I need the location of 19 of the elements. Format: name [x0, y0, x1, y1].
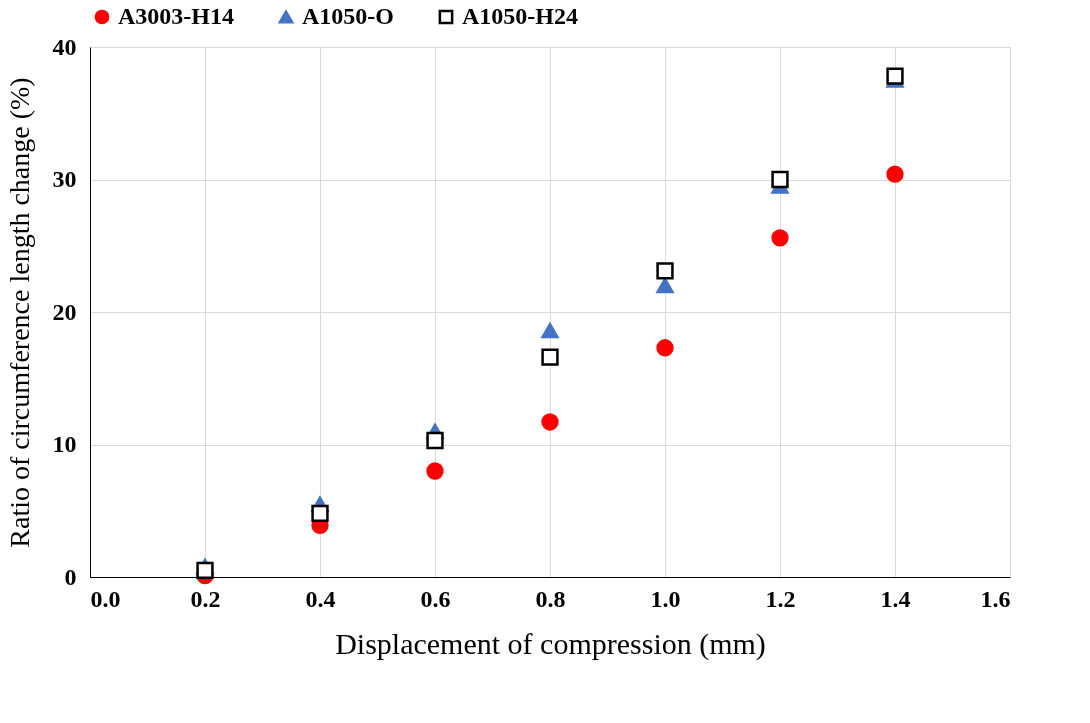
x-tick-label: 0.6: [420, 585, 451, 612]
x-tick-label: 1.4: [880, 585, 911, 612]
x-tick-label: 1.2: [765, 585, 796, 612]
y-tick-label: 0: [64, 563, 77, 590]
x-tick-label: 0.0: [90, 585, 121, 612]
x-tick-label: 0.2: [190, 585, 221, 612]
legend-label: A1050-O: [302, 3, 394, 29]
y-tick-label: 30: [52, 166, 77, 192]
x-tick-label: 0.4: [305, 585, 336, 612]
legend-label: A1050-H24: [462, 3, 578, 29]
x-axis-title: Displacement of compression (mm): [335, 626, 766, 661]
x-tick-label: 1.6: [980, 585, 1011, 612]
y-tick-label: 40: [52, 33, 77, 60]
y-axis-title: Ratio of circumference length change (%): [3, 77, 35, 548]
x-tick-label: 0.8: [535, 585, 566, 612]
legend-label: A3003-H14: [118, 3, 234, 29]
x-tick-label: 1.0: [650, 585, 681, 612]
y-tick-label: 20: [52, 298, 77, 325]
y-tick-label: 10: [52, 431, 77, 457]
